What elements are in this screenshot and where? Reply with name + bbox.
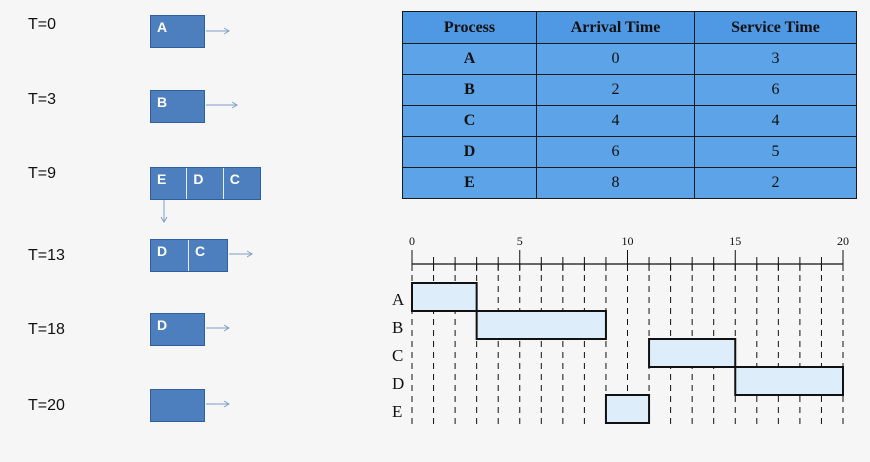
tick-label: 15 [729,234,741,248]
arrow-right-icon [206,101,238,109]
tick-label: 20 [837,234,849,248]
service-time: 4 [694,105,857,137]
service-time: 5 [694,136,857,168]
ready-queue-box: D C [150,239,228,272]
process-name: D [402,136,537,168]
process-row-label: C [392,346,403,365]
time-label: T=3 [28,91,57,108]
table-header-row: Process Arrival Time Service Time [402,11,857,44]
process-row-label: D [392,374,404,393]
ready-queue-box: B [150,90,205,123]
queue-process: D [157,317,168,333]
arrow-down-icon [160,200,168,223]
queue-process: D [151,240,190,271]
arrival-time: 8 [536,167,695,199]
header-process: Process [402,11,537,44]
service-time: 6 [694,74,857,106]
tick-label: 5 [517,234,523,248]
table-row: C 4 4 [402,105,857,137]
tick-label: 10 [622,234,634,248]
process-row-label: A [392,290,405,309]
header-arrival-time: Arrival Time [536,11,695,44]
process-name: E [402,167,537,199]
queue-process: D [187,168,224,199]
table-row: A 0 3 [402,43,857,75]
process-row-label: B [392,318,403,337]
gantt-bar-c [648,338,737,368]
queue-process: A [157,19,168,35]
time-label: T=20 [28,397,65,414]
process-name: B [402,74,537,106]
ready-queue-box: E D C [150,167,261,200]
ready-queue-box: D [150,313,205,346]
arrival-time: 2 [536,74,695,106]
table-row: D 6 5 [402,136,857,168]
process-name: C [402,105,537,137]
gantt-bar-b [475,310,607,340]
queue-process: C [195,243,206,259]
arrow-right-icon [206,400,230,408]
process-row-label: E [392,402,402,421]
time-label: T=13 [28,247,65,264]
empty-queue-box [150,389,205,422]
gantt-bar-e [604,394,651,424]
queue-process: C [229,171,240,187]
arrival-time: 6 [536,136,695,168]
time-label: T=9 [28,165,57,182]
tick-label: 0 [409,234,415,248]
time-label: T=18 [28,321,65,338]
arrival-time: 4 [536,105,695,137]
arrow-right-icon [206,324,230,332]
time-label: T=0 [28,16,57,33]
queue-process: E [151,168,188,199]
process-name: A [402,43,537,75]
table-row: B 2 6 [402,74,857,106]
queue-process: B [157,94,168,110]
header-service-time: Service Time [694,11,857,44]
ready-queue-box: A [150,15,205,48]
table-row: E 8 2 [402,167,857,199]
service-time: 3 [694,43,857,75]
process-table: Process Arrival Time Service Time A 0 3 … [402,11,857,199]
arrow-right-icon [206,27,230,35]
gantt-bar-a [411,282,478,312]
arrow-right-icon [229,250,253,258]
service-time: 2 [694,167,857,199]
gantt-bar-d [734,366,844,396]
arrival-time: 0 [536,43,695,75]
